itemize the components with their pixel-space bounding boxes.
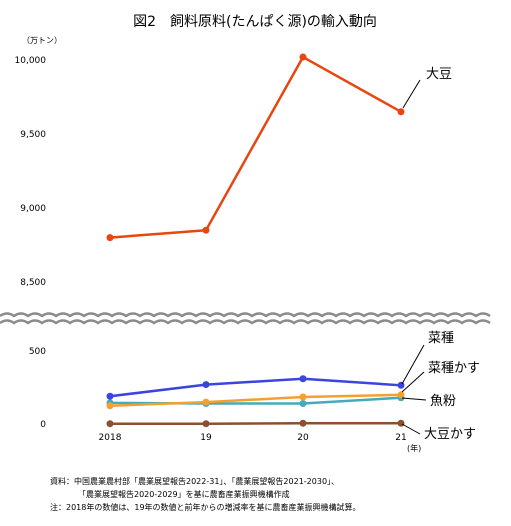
data-point-菜種	[299, 375, 307, 383]
data-point-菜種かす	[299, 393, 307, 401]
series-label: 魚粉	[430, 394, 456, 409]
data-point-魚粉	[299, 400, 307, 408]
x-tick-label: 2018	[99, 433, 122, 443]
axis-break-line-bottom	[0, 319, 491, 325]
y-tick-label: 500	[29, 347, 46, 357]
axis-break-line-top	[0, 312, 491, 318]
series-leader-line	[402, 79, 421, 109]
data-point-大豆	[202, 226, 210, 234]
series-label: 菜種かす	[428, 360, 480, 376]
y-tick-label: 9,500	[20, 130, 46, 140]
series-leader-line	[401, 371, 425, 393]
y-ticks-lower: 500 0	[29, 347, 46, 430]
data-point-菜種	[397, 381, 405, 389]
series-line-菜種	[109, 377, 402, 398]
x-tick-label: 20	[297, 433, 309, 443]
series-lines	[106, 53, 405, 428]
data-point-菜種	[202, 381, 210, 389]
y-tick-label: 10,000	[15, 56, 47, 66]
data-point-大豆	[397, 108, 405, 116]
series-label: 菜種	[428, 330, 454, 346]
x-ticks: 2018 19 20 21	[99, 433, 407, 443]
series-leader-line	[401, 423, 421, 435]
data-point-大豆	[106, 234, 114, 242]
series-leader-line	[401, 397, 427, 401]
x-tick-label: 21	[395, 433, 406, 443]
data-point-菜種	[106, 392, 114, 400]
data-point-菜種かす	[202, 398, 210, 406]
y-tick-label: 0	[40, 420, 46, 430]
data-point-菜種かす	[106, 402, 114, 410]
series-label: 大豆かす	[424, 427, 476, 442]
x-tick-label: 19	[200, 433, 212, 443]
series-line-菜種かす	[109, 393, 402, 407]
y-axis-unit: （万トン）	[22, 36, 62, 45]
y-ticks-upper: 10,000 9,500 9,000 8,500	[15, 56, 47, 288]
axis-break	[0, 310, 491, 328]
data-point-大豆かす	[202, 420, 210, 428]
note-line: 注：2018年の数値は、19年の数値と前年からの増減率を基に農畜産業振興機構試算…	[50, 503, 361, 512]
x-axis-unit: (年)	[407, 443, 421, 453]
data-point-大豆かす	[397, 419, 405, 427]
series-line-大豆	[109, 55, 402, 239]
series-leader-line	[401, 344, 425, 385]
data-point-菜種かす	[397, 391, 405, 399]
source-line-2: 「農業展望報告2020-2029」を基に農畜産業振興機構作成	[78, 490, 290, 499]
chart-title: 図2 飼料原料(たんぱく源)の輸入動向	[133, 14, 377, 30]
y-tick-label: 8,500	[20, 278, 46, 288]
data-point-大豆かす	[299, 419, 307, 427]
source-line-1: 資料：中国農業農村部「農業展望報告2022-31」、「農業展望報告2021-20…	[50, 477, 340, 486]
y-tick-label: 9,000	[20, 204, 46, 214]
series-label: 大豆	[426, 67, 452, 82]
data-point-大豆かす	[106, 420, 114, 428]
data-point-大豆	[299, 53, 307, 61]
